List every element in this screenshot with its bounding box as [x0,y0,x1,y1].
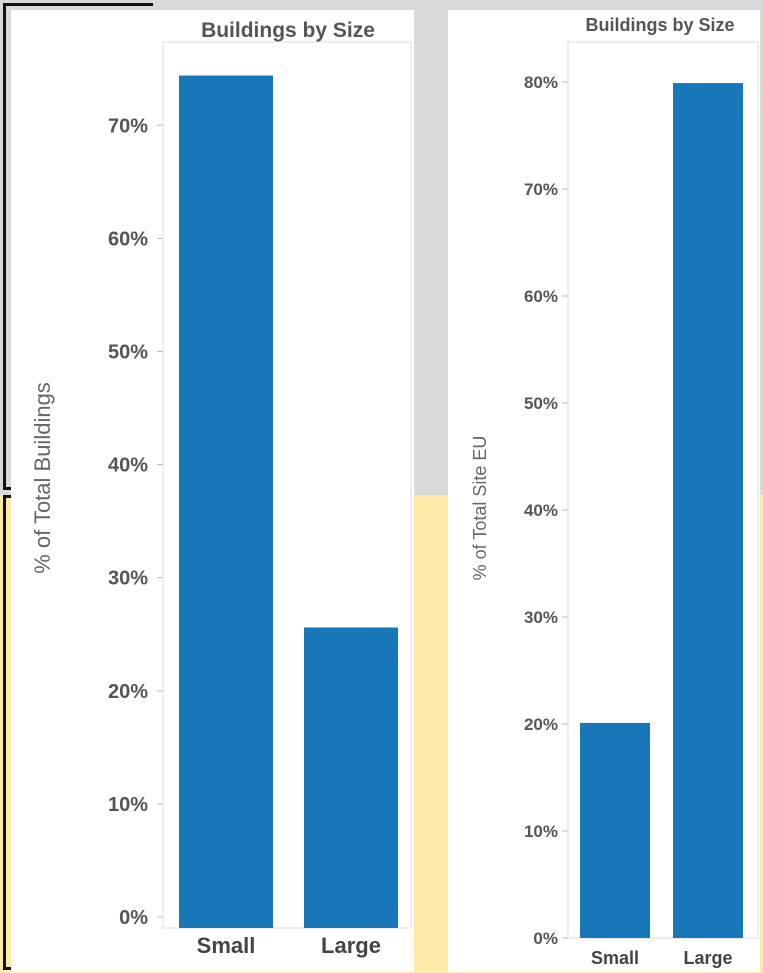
chart-1-y-tick-label: 10% [108,794,148,816]
chart-2-y-tick-label: 70% [524,180,558,199]
chart-1-category-label: Small [197,933,256,958]
chart-1-y-tick-label: 0% [119,907,148,929]
chart-1-plot-area [162,41,412,929]
chart-2-y-tick-label: 80% [524,73,558,92]
chart-1-y-axis-label: % of Total Buildings [30,382,55,574]
chart-1-y-tick-label: 50% [108,342,148,364]
chart-2-plot-area [567,41,759,939]
chart-1-y-tick-label: 40% [108,455,148,477]
chart-2-category-label: Small [591,948,639,968]
chart-1-bar-large [304,627,398,928]
chart-1-category-label: Large [321,933,381,958]
chart-1-y-tick-label: 70% [108,115,148,137]
chart-2-y-axis-label: % of Total Site EU [470,436,490,581]
chart-2-y-tick-label: 30% [524,608,558,627]
chart-1-title: Buildings by Size [201,19,375,42]
chart-1-y-tick-label: 60% [108,228,148,250]
chart-2-category-label: Large [683,948,732,968]
chart-2-y-tick-label: 10% [524,822,558,841]
chart-2-y-tick-label: 60% [524,287,558,306]
chart-2-y-tick-label: 20% [524,715,558,734]
chart-2-title: Buildings by Size [585,15,734,35]
chart-2-bar-small [580,722,650,938]
chart-2-y-tick-label: 40% [524,501,558,520]
chart-1-y-tick-label: 30% [108,568,148,590]
chart-1-y-tick-label: 20% [108,681,148,703]
chart-2-y-tick-label: 0% [533,929,558,948]
chart-2-y-tick-label: 50% [524,394,558,413]
chart-2-bar-large [673,83,743,938]
chart-1-bar-small [179,75,273,928]
